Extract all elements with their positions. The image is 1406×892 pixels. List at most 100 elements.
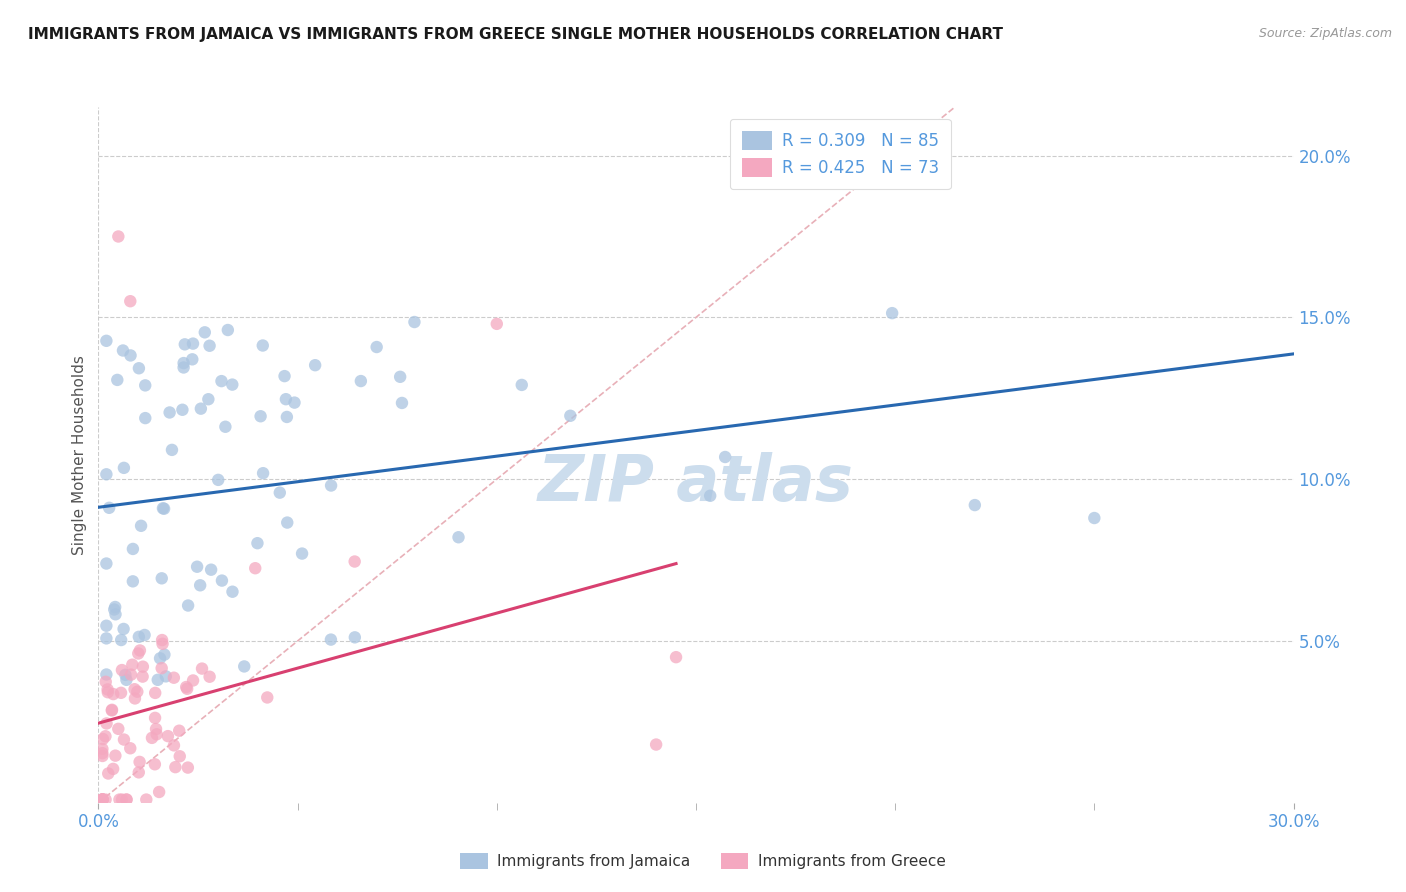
Point (110, 633, 132, 648)
Point (112, 732, 135, 747)
Point (150, 633, 173, 648)
Point (104, 599, 127, 614)
Point (714, 450, 737, 464)
Point (143, 757, 166, 772)
Point (91, 792, 114, 806)
Point (98, 500, 121, 515)
Point (121, 574, 143, 589)
Point (104, 748, 127, 763)
Point (152, 501, 174, 516)
Point (120, 348, 142, 362)
Point (146, 673, 169, 687)
Point (252, 338, 274, 352)
Point (882, 306, 904, 320)
Point (391, 396, 413, 410)
Point (96, 467, 118, 482)
Point (127, 647, 149, 661)
Point (134, 411, 156, 425)
Point (145, 722, 167, 736)
Point (91, 732, 114, 747)
Point (107, 229, 129, 244)
Point (447, 530, 470, 544)
Point (176, 681, 198, 696)
Point (150, 571, 173, 585)
Point (105, 373, 128, 387)
Point (114, 668, 136, 682)
Point (91, 792, 114, 806)
Point (97, 682, 120, 697)
Point (197, 392, 219, 407)
Point (111, 792, 134, 806)
Point (135, 792, 157, 806)
Point (134, 378, 156, 392)
Point (128, 765, 150, 780)
Point (111, 663, 134, 677)
Point (645, 738, 668, 752)
Point (129, 643, 152, 657)
Point (198, 670, 221, 684)
Point (97, 685, 120, 699)
Point (132, 659, 155, 673)
Point (134, 628, 156, 642)
Point (217, 323, 239, 337)
Point (96, 557, 118, 571)
Point (177, 761, 200, 775)
Point (148, 785, 170, 799)
Point (404, 315, 426, 329)
Point (319, 632, 342, 647)
Point (174, 680, 197, 694)
Point (274, 392, 297, 407)
Point (221, 377, 243, 392)
Point (115, 792, 138, 806)
Text: Source: ZipAtlas.com: Source: ZipAtlas.com (1258, 27, 1392, 40)
Point (186, 559, 208, 574)
Point (143, 711, 166, 725)
Point (167, 723, 190, 738)
Point (91, 749, 114, 764)
Point (141, 731, 163, 745)
Point (129, 518, 152, 533)
Point (173, 337, 195, 351)
Point (221, 584, 243, 599)
Point (96, 618, 118, 632)
Point (276, 516, 298, 530)
Point (163, 739, 186, 753)
Point (963, 498, 986, 512)
Point (343, 631, 366, 645)
Point (121, 657, 143, 672)
Point (181, 352, 204, 367)
Point (319, 478, 342, 492)
Point (96, 716, 118, 731)
Point (124, 691, 146, 706)
Point (131, 670, 153, 684)
Point (343, 555, 366, 569)
Y-axis label: Single Mother Households: Single Mother Households (72, 355, 87, 555)
Point (128, 361, 150, 376)
Point (283, 395, 305, 409)
Point (120, 741, 142, 756)
Point (156, 729, 179, 743)
Point (103, 687, 125, 701)
Point (485, 317, 508, 331)
Point (153, 648, 176, 662)
Point (252, 466, 274, 480)
Point (143, 686, 166, 700)
Point (276, 409, 298, 424)
Point (181, 336, 204, 351)
Point (94, 792, 117, 806)
Point (163, 671, 186, 685)
Point (110, 686, 132, 700)
Point (269, 485, 291, 500)
Point (160, 442, 183, 457)
Point (190, 401, 212, 416)
Point (112, 622, 135, 636)
Point (149, 651, 172, 665)
Point (127, 684, 149, 698)
Point (101, 703, 124, 717)
Point (510, 378, 533, 392)
Point (124, 682, 146, 697)
Text: IMMIGRANTS FROM JAMAICA VS IMMIGRANTS FROM GREECE SINGLE MOTHER HOUSEHOLDS CORRE: IMMIGRANTS FROM JAMAICA VS IMMIGRANTS FR… (28, 27, 1002, 42)
Point (91, 792, 114, 806)
Point (96, 667, 118, 681)
Point (245, 561, 267, 575)
